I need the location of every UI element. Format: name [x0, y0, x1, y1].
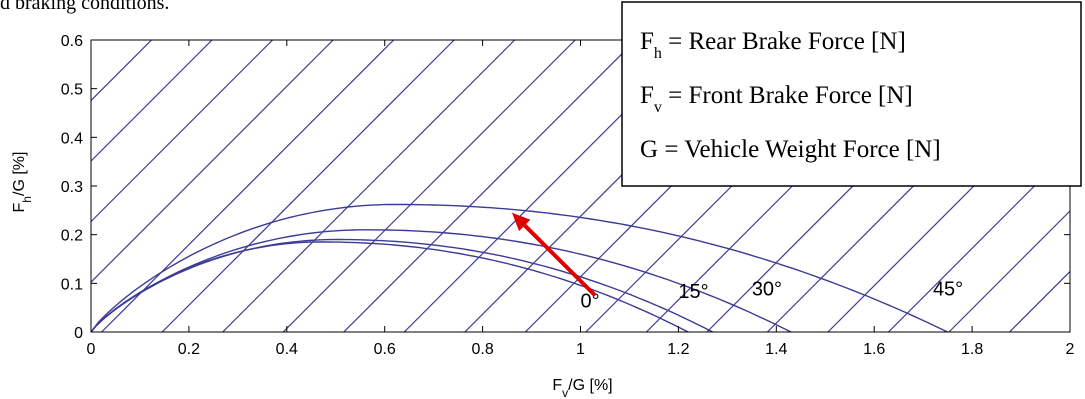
diagonal-line — [343, 40, 637, 332]
x-tick-label: 1.2 — [667, 341, 689, 358]
x-tick-label: 0.2 — [178, 341, 200, 358]
x-tick-label: 0.8 — [471, 341, 493, 358]
x-ticks: 0 0.2 0.4 0.6 0.8 1 1.2 1.4 1.6 1.8 2 — [87, 40, 1075, 358]
curve-1 — [90, 238, 714, 333]
curve-2 — [90, 229, 792, 333]
curve-group — [90, 203, 948, 333]
series-label: 15° — [678, 281, 708, 303]
x-tick-label: 0.6 — [374, 341, 396, 358]
diagonal-line — [91, 40, 213, 162]
x-axis-label: Fv/G [%] — [552, 377, 612, 399]
y-tick-label: 0.1 — [61, 276, 83, 293]
diagonal-line — [948, 210, 1070, 332]
series-label: 30° — [752, 279, 782, 301]
arrow-head — [511, 212, 531, 232]
x-tick-label: 1.8 — [961, 341, 983, 358]
series-labels: 0° 15° 30° 45° — [581, 279, 964, 313]
legend-entry: G = Vehicle Weight Force [N] — [640, 136, 941, 163]
legend-entry: Fv = Front Brake Force [N] — [640, 82, 913, 116]
diagonal-line — [91, 40, 334, 283]
diagonal-line — [282, 40, 576, 332]
diagonal-line — [161, 40, 455, 332]
y-tick-label: 0.6 — [61, 33, 83, 50]
diagonal-line — [91, 40, 273, 223]
legend-box — [621, 1, 1082, 187]
arrow-shaft — [523, 224, 597, 297]
y-axis-label: Fh/G [%] — [11, 152, 34, 213]
diagonal-line — [101, 40, 395, 332]
x-tick-label: 2 — [1066, 341, 1075, 358]
x-tick-label: 0.4 — [276, 341, 298, 358]
diagonal-line — [1009, 270, 1070, 332]
x-tick-label: 1.6 — [863, 341, 885, 358]
y-tick-label: 0.2 — [61, 228, 83, 245]
legend: Fh = Rear Brake Force [N] Fv = Front Brak… — [621, 1, 1082, 187]
curve-3 — [90, 203, 948, 333]
diagonal-line — [91, 40, 152, 102]
series-label: 0° — [581, 291, 600, 313]
legend-entry: Fh = Rear Brake Force [N] — [640, 28, 906, 62]
x-tick-label: 0 — [87, 341, 96, 358]
y-tick-label: 0.4 — [61, 130, 83, 147]
x-tick-label: 1 — [576, 341, 585, 358]
y-tick-label: 0.3 — [61, 179, 83, 196]
series-label: 45° — [933, 279, 963, 301]
x-tick-label: 1.4 — [765, 341, 787, 358]
y-tick-label: 0.5 — [61, 82, 83, 99]
diagonal-line — [222, 40, 516, 332]
cut-off-caption-text: d braking conditions. — [0, 0, 170, 14]
red-arrow — [511, 212, 597, 297]
y-tick-label: 0 — [74, 325, 83, 342]
